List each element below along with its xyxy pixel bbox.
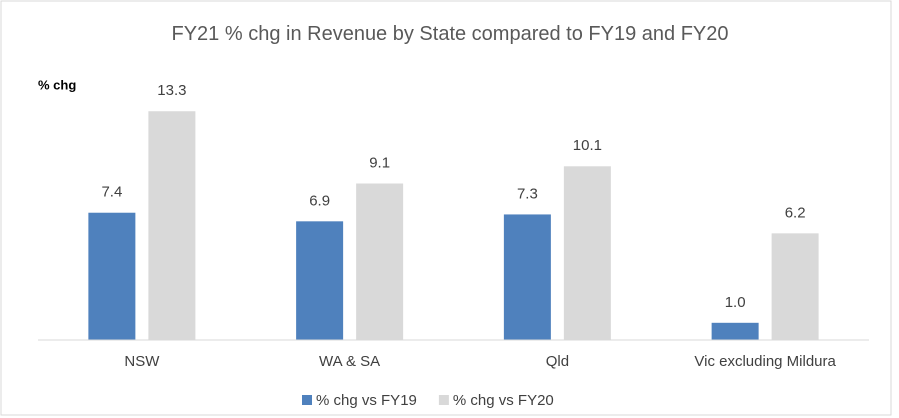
data-label: 6.2	[785, 204, 806, 221]
bar	[296, 221, 344, 340]
bar	[771, 233, 819, 340]
bar	[148, 111, 196, 341]
legend-swatch	[438, 395, 449, 405]
bar	[711, 322, 759, 340]
data-label: 9.1	[369, 154, 390, 171]
bar	[563, 166, 611, 340]
data-label: 13.3	[157, 82, 186, 99]
data-label: 7.4	[101, 184, 122, 201]
data-label: 7.3	[517, 185, 538, 202]
legend-label: % chg vs FY19	[316, 392, 417, 409]
x-tick-label: NSW	[124, 353, 160, 370]
legend-swatch	[302, 395, 312, 405]
data-label: 6.9	[309, 192, 330, 209]
data-label: 10.1	[573, 137, 602, 154]
x-tick-label: Vic excluding Mildura	[694, 353, 836, 370]
bar	[88, 212, 136, 340]
bar	[503, 214, 551, 340]
data-label: 1.0	[725, 294, 746, 311]
chart-title: FY21 % chg in Revenue by State compared …	[171, 23, 729, 45]
x-tick-label: Qld	[546, 353, 569, 370]
x-tick-label: WA & SA	[319, 353, 380, 370]
legend-label: % chg vs FY20	[453, 392, 554, 409]
y-axis-label: % chg	[38, 77, 76, 92]
bar	[356, 183, 404, 340]
